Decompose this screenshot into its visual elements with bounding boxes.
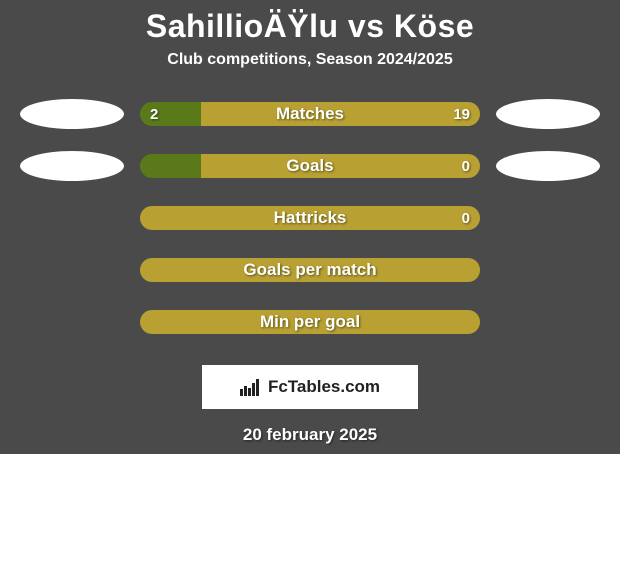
stat-row: Goals per match — [8, 255, 612, 285]
bar-chart-icon — [240, 378, 262, 396]
player-badge-right — [496, 99, 600, 129]
stat-row: Goals0 — [8, 151, 612, 181]
stat-bar: Goals0 — [140, 154, 480, 178]
stat-value-right: 0 — [462, 154, 470, 178]
page-title: SahillioÄŸlu vs Köse — [0, 0, 620, 51]
comparison-card: SahillioÄŸlu vs Köse Club competitions, … — [0, 0, 620, 454]
stat-label: Matches — [140, 102, 480, 126]
stat-row: Matches2 19 — [8, 99, 612, 129]
stat-label: Goals per match — [140, 258, 480, 282]
player-badge-left — [20, 99, 124, 129]
stat-bar: Hattricks0 — [140, 206, 480, 230]
stat-value-right: 19 — [453, 102, 470, 126]
stat-value-right: 0 — [462, 206, 470, 230]
player-badge-left — [20, 151, 124, 181]
stat-bar: Goals per match — [140, 258, 480, 282]
logo-text: FcTables.com — [268, 377, 380, 397]
stat-row: Min per goal — [8, 307, 612, 337]
stat-label: Hattricks — [140, 206, 480, 230]
stat-row: Hattricks0 — [8, 203, 612, 233]
subtitle: Club competitions, Season 2024/2025 — [0, 51, 620, 99]
stat-label: Goals — [140, 154, 480, 178]
player-badge-right — [496, 151, 600, 181]
date-text: 20 february 2025 — [0, 425, 620, 445]
stat-bar: Matches2 19 — [140, 102, 480, 126]
stats-rows: Matches219Goals0Hattricks0Goals per matc… — [0, 99, 620, 337]
stat-bar: Min per goal — [140, 310, 480, 334]
logo-box[interactable]: FcTables.com — [202, 365, 418, 409]
stat-label: Min per goal — [140, 310, 480, 334]
stat-value-left: 2 — [150, 102, 158, 126]
